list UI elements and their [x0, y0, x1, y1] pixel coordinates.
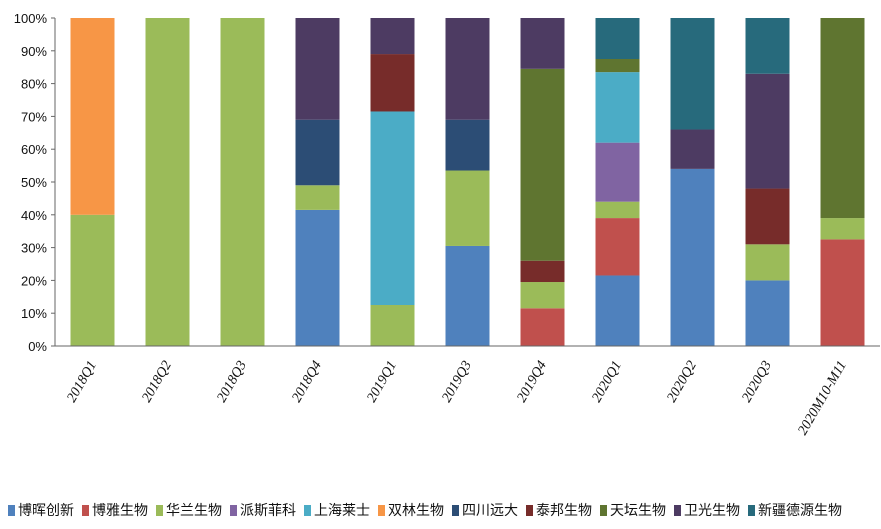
y-tick-label: 0%	[28, 339, 47, 354]
bar-segment	[745, 18, 790, 74]
x-tick-label: 2020Q2	[664, 359, 700, 406]
legend-swatch	[452, 505, 459, 516]
y-tick-label: 10%	[21, 306, 47, 321]
bar-segment	[595, 72, 640, 143]
x-tick-label: 2020Q3	[739, 359, 775, 406]
axes	[51, 17, 880, 347]
legend-label: 博雅生物	[92, 502, 148, 519]
bar-segment	[595, 218, 640, 276]
bar-segment	[520, 260, 565, 283]
bar-segment	[595, 201, 640, 219]
x-tick-label: 2019Q1	[364, 359, 400, 406]
bar-segment	[370, 305, 415, 346]
bar-segment	[670, 18, 715, 130]
legend-swatch	[8, 505, 15, 516]
bar-segment	[670, 168, 715, 346]
legend-swatch	[304, 505, 311, 516]
y-tick-label: 70%	[21, 109, 47, 124]
bar-segment	[220, 18, 265, 346]
bar-segment	[595, 275, 640, 346]
bar-segment	[70, 18, 115, 215]
x-tick-label: 2019Q4	[514, 359, 550, 406]
y-tick-label: 80%	[21, 77, 47, 92]
legend-label: 泰邦生物	[536, 503, 592, 519]
bar-segment	[370, 18, 415, 55]
bar-segment	[520, 18, 565, 69]
bar-segment	[445, 18, 490, 120]
bar-segment	[520, 282, 565, 309]
bar-segment	[820, 218, 865, 240]
legend-swatch	[82, 505, 89, 516]
bar-segment	[295, 119, 340, 186]
legend-swatch	[748, 505, 755, 516]
bar-segment	[595, 18, 640, 59]
bar-segment	[370, 111, 415, 305]
bar-segment	[820, 239, 865, 346]
y-tick-label: 100%	[14, 11, 48, 26]
legend: 博晖创新 博雅生物 华兰生物 派斯菲科 上海莱士 双林生物 四川远大 泰邦生物 天坛生物 卫光生物…	[8, 502, 842, 519]
x-tick-labels: 2018Q1 2018Q2 2018Q3 2018Q4 2019Q1 2019Q3 2019…	[64, 359, 850, 438]
bar-segment	[295, 185, 340, 210]
legend-swatch	[526, 505, 533, 516]
bar-segment	[445, 245, 490, 346]
bar-segment	[670, 129, 715, 169]
x-tick-label: 2018Q4	[289, 359, 325, 406]
bar-segment	[520, 68, 565, 261]
bar-segment	[295, 209, 340, 346]
bar-segment	[745, 188, 790, 245]
y-tick-labels: 0% 10% 20% 30% 40% 50% 60% 70% 80% 90% 100%	[14, 11, 48, 354]
bar-segment	[745, 73, 790, 189]
legend-label: 天坛生物	[610, 503, 666, 519]
legend-label: 华兰生物	[166, 503, 222, 519]
legend-swatch	[600, 505, 607, 516]
legend-swatch	[230, 505, 237, 516]
bar-segment	[370, 54, 415, 112]
x-tick-label: 2018Q1	[64, 359, 100, 406]
legend-swatch	[378, 505, 385, 516]
legend-swatch	[674, 505, 681, 516]
bar-segment	[295, 18, 340, 120]
x-tick-label: 2018Q2	[139, 359, 175, 406]
y-tick-label: 30%	[21, 241, 47, 256]
bar-segment	[145, 18, 190, 346]
legend-swatch	[156, 505, 163, 516]
bar-segment	[520, 308, 565, 346]
legend-label: 派斯菲科	[240, 503, 296, 519]
bar-segment	[595, 142, 640, 202]
y-tick-label: 60%	[21, 142, 47, 157]
y-tick-label: 40%	[21, 208, 47, 223]
bar-segment	[70, 214, 115, 346]
x-tick-label: 2020M10-M11	[795, 359, 849, 438]
y-tick-label: 20%	[21, 273, 47, 288]
x-tick-label: 2018Q3	[214, 359, 250, 406]
y-tick-label: 90%	[21, 44, 47, 59]
legend-label: 双林生物	[388, 503, 444, 519]
x-tick-label: 2019Q3	[439, 359, 475, 406]
bar-segment	[445, 119, 490, 171]
bar-segment	[820, 18, 865, 219]
bar-segment	[745, 280, 790, 346]
bar-segment	[595, 59, 640, 73]
legend-label: 博晖创新	[18, 502, 74, 519]
bar-segment	[445, 170, 490, 246]
legend-label: 卫光生物	[684, 503, 740, 519]
legend-label: 新疆德源生物	[758, 503, 842, 519]
legend-label: 四川远大	[462, 503, 518, 519]
y-tick-label: 50%	[21, 175, 47, 190]
x-tick-label: 2020Q1	[589, 359, 625, 406]
bars	[70, 18, 865, 346]
legend-label: 上海莱士	[314, 503, 370, 519]
bar-segment	[745, 244, 790, 281]
